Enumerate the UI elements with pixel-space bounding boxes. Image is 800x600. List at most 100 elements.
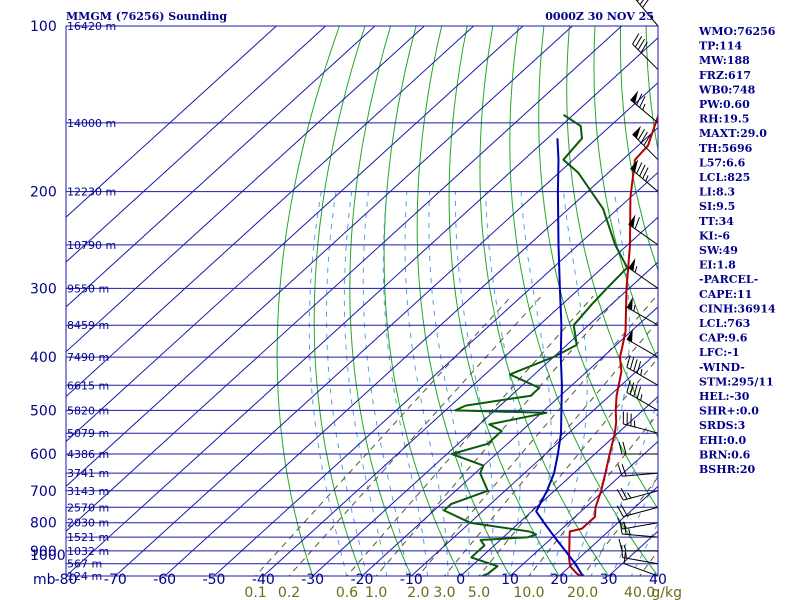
isotherm <box>66 26 277 218</box>
height-label: 567 m <box>67 558 102 571</box>
wind-barb-full <box>617 464 623 477</box>
isotherm <box>66 26 327 263</box>
wind-barb-full <box>642 0 649 8</box>
stat-line: PW:0.60 <box>699 98 750 111</box>
moist-adiabat <box>455 191 494 576</box>
wind-barb-full <box>620 488 628 500</box>
mixing-ratio-label: 5.0 <box>468 585 490 600</box>
wind-barb-flag <box>626 328 633 343</box>
wind-barb-staff <box>632 43 659 70</box>
stat-line: CAP:9.6 <box>699 332 748 345</box>
temperature-tick-label: -40 <box>252 572 275 588</box>
height-label: 3741 m <box>67 467 109 480</box>
stat-line: EI:1.8 <box>699 259 736 272</box>
wind-barb-full <box>616 489 624 501</box>
wind-barb <box>632 125 659 161</box>
wind-barb-full <box>639 0 644 5</box>
mixing-ratio-line <box>443 320 658 576</box>
wind-barb-staff <box>635 0 659 27</box>
stat-line: TP:114 <box>699 40 742 53</box>
wind-barb <box>626 380 659 411</box>
wind-barb <box>632 33 659 70</box>
wind-barb-full <box>639 164 646 177</box>
wind-barb-half <box>628 528 631 535</box>
height-label: 10790 m <box>67 239 116 252</box>
mixing-ratio-label: 10.0 <box>513 585 544 600</box>
wind-barb-full <box>642 167 649 179</box>
stat-line: L57:6.6 <box>699 156 746 169</box>
stat-line: BSHR:20 <box>699 463 755 476</box>
wind-barb <box>626 296 659 326</box>
moist-adiabat <box>549 191 588 576</box>
stat-line: HEL:-30 <box>699 390 750 403</box>
wind-barb <box>635 0 659 27</box>
wind-barb-flag <box>630 159 639 173</box>
temperature-tick-label: -80 <box>55 572 78 588</box>
height-label: 4386 m <box>67 448 109 461</box>
wind-barb-flag <box>628 257 636 272</box>
wind-barb-staff <box>622 472 659 477</box>
pressure-tick-label: 100 <box>30 19 57 35</box>
mixing-ratio-line <box>254 295 512 576</box>
wind-barb-flag <box>632 125 642 139</box>
wind-barb-staff <box>623 423 659 434</box>
temperature-tick-label: 10 <box>501 572 519 588</box>
mixing-ratio-label: 0.6 <box>336 585 358 600</box>
height-label: 12230 m <box>67 186 116 199</box>
temperature-tick-label: -10 <box>400 572 423 588</box>
isotherm <box>262 216 658 576</box>
wind-barb-full <box>616 505 624 517</box>
pressure-tick-label: 1000 <box>30 548 66 564</box>
mixing-ratio-line <box>478 357 658 576</box>
moist-adiabat <box>308 191 348 576</box>
wind-barb <box>628 257 659 289</box>
isotherm <box>509 440 658 576</box>
chart-series <box>443 113 658 576</box>
wind-barb-staff <box>623 506 659 518</box>
stat-line: STM:295/11 <box>699 375 774 388</box>
stat-line: TH:5696 <box>699 142 753 155</box>
pressure-tick-label: 400 <box>30 350 57 366</box>
height-label: 3143 m <box>67 485 109 498</box>
temperature-tick-label: 20 <box>550 572 568 588</box>
stat-line: CAPE:11 <box>699 288 752 301</box>
pressure-tick-label: 200 <box>30 185 57 201</box>
moist-adiabat <box>343 191 388 576</box>
mixing-ratio-line <box>417 295 657 576</box>
wind-barb-flag <box>628 214 636 228</box>
wind-barb-full <box>637 38 645 51</box>
wind-barb-full <box>617 517 624 530</box>
mixing-ratio-line <box>528 412 658 576</box>
temperature-line <box>568 113 658 576</box>
wind-barb <box>616 488 659 501</box>
wind-barb-half <box>623 544 627 551</box>
isotherm <box>66 26 425 353</box>
height-label: 2570 m <box>67 501 109 514</box>
wind-barb-full <box>626 380 631 393</box>
wind-barb-half <box>633 304 636 312</box>
height-label: 6615 m <box>67 379 109 392</box>
wind-barbs <box>616 0 659 577</box>
wind-barb <box>617 517 659 530</box>
dry-adiabat <box>566 26 658 439</box>
temperature-tick-label: -20 <box>351 572 374 588</box>
wind-barb <box>622 411 659 434</box>
wind-barb <box>626 328 659 358</box>
wind-barb-flag <box>630 90 639 104</box>
stat-line: LFC:-1 <box>699 346 740 359</box>
wind-barb-full <box>643 134 651 146</box>
mixing-ratio-label: 1.0 <box>365 585 387 600</box>
mixing-ratio-line <box>375 295 620 576</box>
wind-barb-full <box>640 41 648 53</box>
stat-line: -WIND- <box>699 361 745 374</box>
wind-barb <box>630 159 659 192</box>
isotherm <box>213 171 658 576</box>
wind-barb-full <box>636 361 642 374</box>
wind-barb <box>628 214 659 246</box>
wind-barb-staff <box>624 563 659 577</box>
mixing-ratio-label: 0.1 <box>244 585 266 600</box>
stat-line: TT:34 <box>699 215 734 228</box>
stat-line: SRDS:3 <box>699 419 745 432</box>
stat-line: LCL:825 <box>699 171 750 184</box>
temperature-tick-label: 40 <box>649 572 667 588</box>
